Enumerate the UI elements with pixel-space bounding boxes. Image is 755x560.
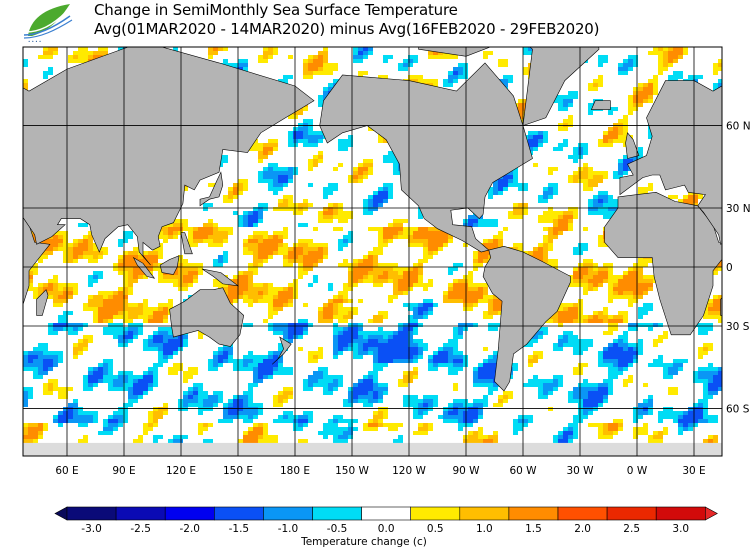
longitude-label: 0 W xyxy=(627,465,648,477)
colorbar-segment xyxy=(655,506,706,521)
madagascar xyxy=(36,289,49,316)
chart-subtitle: Avg(01MAR2020 - 14MAR2020) minus Avg(16F… xyxy=(94,20,600,38)
longitude-label: 30 W xyxy=(566,465,594,477)
colorbar-over-arrow xyxy=(704,506,718,521)
svg-text:• • • •: • • • • xyxy=(28,39,41,44)
iceland xyxy=(590,100,611,110)
longitude-label: 150 W xyxy=(335,465,369,477)
colorbar-tick-label: 1.5 xyxy=(525,523,542,535)
colorbar-under-arrow xyxy=(54,506,68,521)
colorbar-tick-label: -0.5 xyxy=(327,523,348,535)
australia xyxy=(169,287,245,347)
colorbar-tick-label: -3.0 xyxy=(81,523,102,535)
new-guinea xyxy=(201,268,240,287)
latitude-labels: 60 N 30 N 0 30 S 60 S xyxy=(726,121,751,416)
africa xyxy=(604,191,722,336)
north-america xyxy=(319,62,533,253)
latitude-label: 60 N xyxy=(726,121,751,133)
japan xyxy=(199,171,224,207)
svalbard-novaya xyxy=(660,5,685,33)
colorbar-tick-label: -2.0 xyxy=(180,523,201,535)
colorbar-segment xyxy=(115,506,166,521)
svalbard-novaya xyxy=(0,5,1,33)
colorbar-tick-label: 1.0 xyxy=(476,523,493,535)
longitude-label: 120 E xyxy=(166,465,196,477)
colorbar-segment xyxy=(606,506,657,521)
colorbar-tick-label: 2.5 xyxy=(623,523,640,535)
colorbar-segment xyxy=(214,506,264,521)
graticule xyxy=(23,47,722,456)
colorbar-tick-label: -1.5 xyxy=(229,523,250,535)
colorbar-tick-label: 0.0 xyxy=(378,523,395,535)
greenland xyxy=(522,47,600,127)
sumatra xyxy=(132,256,156,279)
longitude-label: 60 W xyxy=(509,465,537,477)
longitude-label: 30 E xyxy=(682,465,705,477)
eurasia xyxy=(619,80,722,245)
colorbar-segment xyxy=(164,506,215,521)
map-frame xyxy=(22,46,723,457)
longitude-label: 90 W xyxy=(452,465,480,477)
colorbar-segment xyxy=(66,506,117,521)
colorbar-tick-label: 0.5 xyxy=(427,523,444,535)
longitude-label: 90 E xyxy=(112,465,135,477)
eurasia xyxy=(23,47,315,266)
latitude-label: 60 S xyxy=(726,403,750,415)
longitude-label: 150 E xyxy=(223,465,253,477)
kma-logo: • • • • xyxy=(23,4,73,44)
colorbar-tick-label: -1.0 xyxy=(278,523,299,535)
longitude-labels: 60 E 90 E 120 E 150 E 180 E 150 W 120 W 90 W 60 … xyxy=(55,465,705,477)
colorbar-segment xyxy=(410,506,461,521)
colorbar-segment xyxy=(557,506,608,521)
new-zealand xyxy=(271,336,292,365)
latitude-label: 30 S xyxy=(726,321,750,333)
south-america xyxy=(482,245,571,392)
canadian-islands xyxy=(418,47,492,57)
longitude-label: 120 W xyxy=(392,465,426,477)
latitude-label: 30 N xyxy=(726,203,751,215)
chart-title: Change in SemiMonthly Sea Surface Temper… xyxy=(94,1,458,19)
latitude-label: 0 xyxy=(726,262,733,274)
colorbar-segment xyxy=(508,506,559,521)
colorbar-segment xyxy=(263,506,313,521)
colorbar-tick-label: 2.0 xyxy=(574,523,591,535)
land-masses xyxy=(0,5,722,456)
colorbar-segment xyxy=(459,506,510,521)
africa xyxy=(23,216,51,306)
colorbar-title: Temperature change (c) xyxy=(300,536,427,548)
colorbar-tick-label: -2.5 xyxy=(130,523,151,535)
sst-anomaly-map: 60 E 90 E 120 E 150 E 180 E 150 W 120 W 90 W 60 … xyxy=(0,5,751,477)
philippines xyxy=(180,232,193,255)
longitude-label: 180 E xyxy=(280,465,310,477)
colorbar-segment xyxy=(312,506,362,521)
colorbar-tick-label: 3.0 xyxy=(672,523,689,535)
colorbar-segment xyxy=(361,506,412,521)
longitude-label: 60 E xyxy=(55,465,78,477)
